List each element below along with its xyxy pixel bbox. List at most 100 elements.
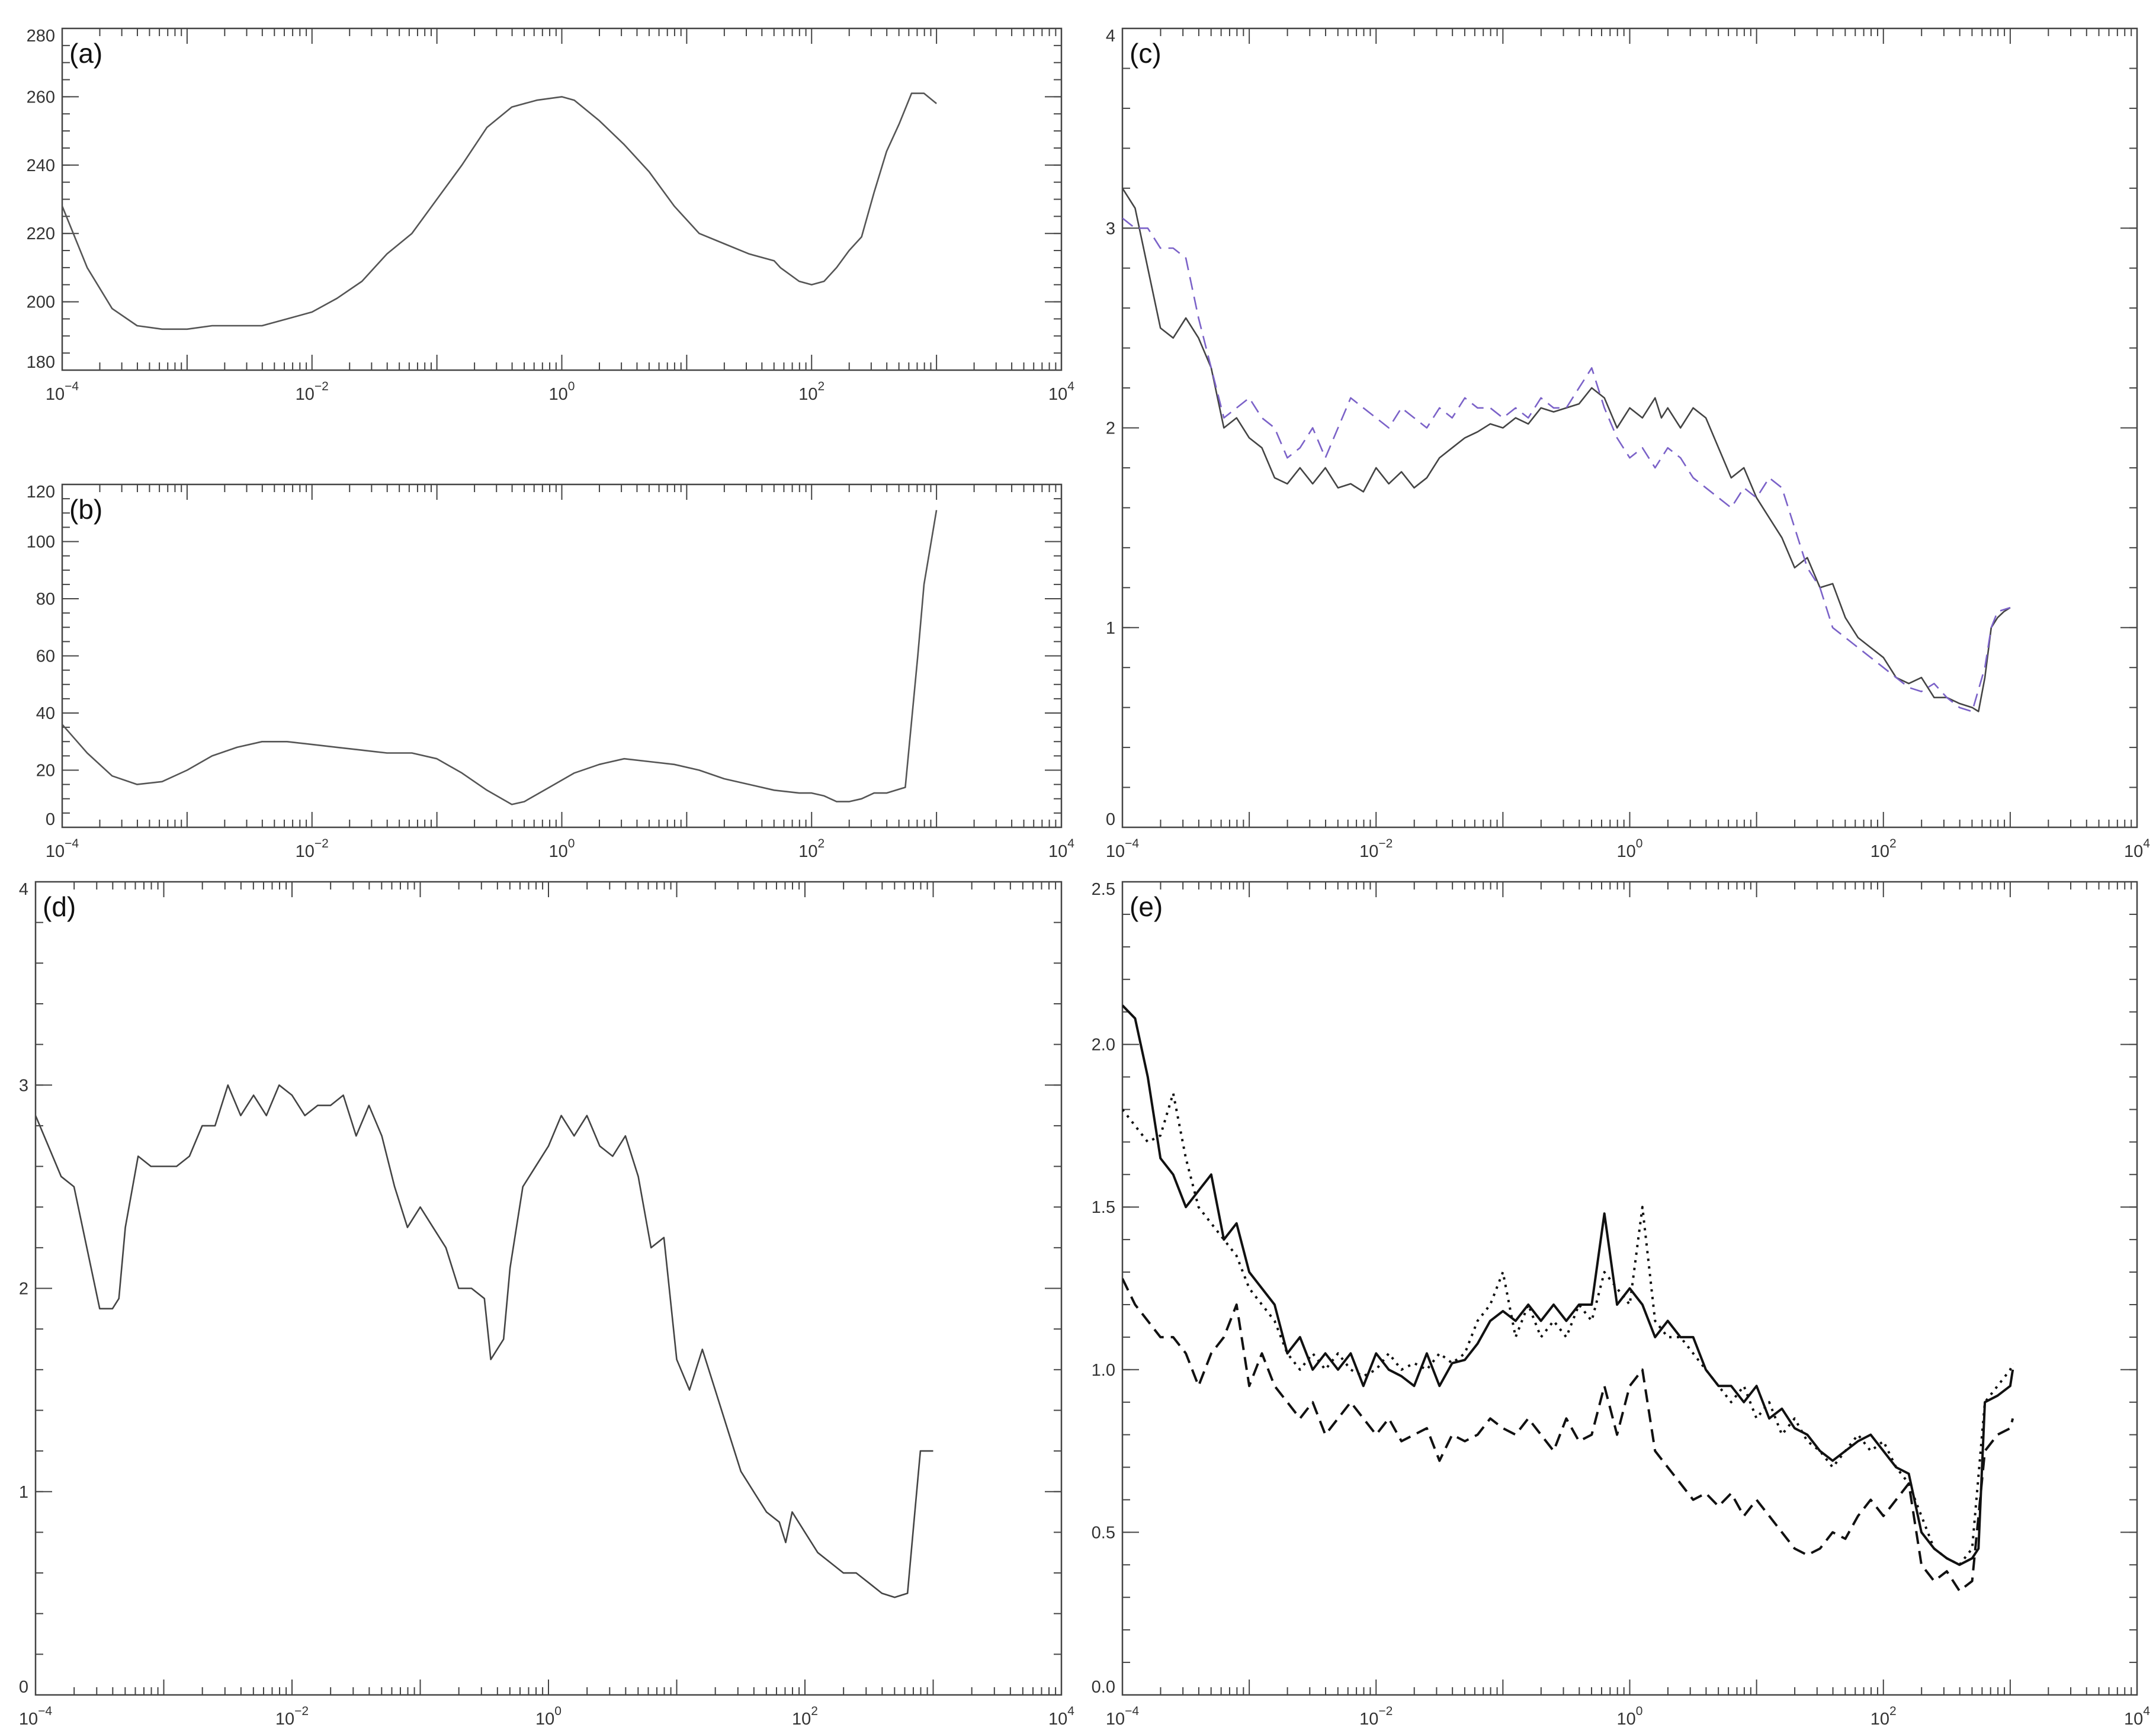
x-tick-label: 102: [1871, 837, 1897, 861]
x-tick-label-exponent: 4: [2143, 1704, 2150, 1718]
x-tick-label: 104: [1048, 1704, 1074, 1729]
panel-label: (e): [1130, 891, 1163, 922]
x-tick-label-base: 10: [2124, 1710, 2143, 1729]
x-tick-label-base: 10: [798, 385, 817, 404]
x-tick-label-exponent: 4: [1067, 380, 1074, 393]
y-tick-label: 2.5: [1092, 880, 1115, 899]
x-tick-label: 102: [798, 837, 824, 861]
y-tick-label: 1.0: [1092, 1361, 1115, 1380]
x-tick-label: 10−4: [1106, 1704, 1140, 1729]
x-tick-label-base: 10: [1106, 842, 1125, 861]
x-tick-label-base: 10: [296, 842, 315, 861]
x-tick-label-base: 10: [275, 1710, 294, 1729]
x-tick-label: 102: [798, 380, 824, 404]
y-tick-label: 100: [27, 533, 55, 552]
x-tick-label: 10−4: [19, 1704, 53, 1729]
x-tick-label-base: 10: [549, 842, 568, 861]
series-line-dotted: [1122, 1092, 2014, 1566]
y-tick-label: 40: [36, 704, 55, 723]
y-tick-label: 0: [46, 810, 55, 829]
x-tick-label: 104: [2124, 837, 2150, 861]
x-tick-label-base: 10: [1617, 1710, 1636, 1729]
x-tick-label-base: 10: [1048, 842, 1067, 861]
x-tick-label-exponent: 4: [1067, 837, 1074, 850]
x-tick-label: 10−2: [1359, 837, 1393, 861]
x-tick-label-exponent: −2: [1378, 1704, 1393, 1718]
x-tick-label-exponent: −2: [294, 1704, 309, 1718]
series-line-solid: [36, 1084, 933, 1598]
x-tick-label-base: 10: [1048, 1710, 1067, 1729]
y-tick-label: 3: [19, 1076, 28, 1095]
y-tick-label: 4: [19, 880, 28, 899]
y-tick-label: 180: [27, 353, 55, 372]
x-tick-label-exponent: −4: [1125, 837, 1139, 850]
x-tick-label-exponent: −4: [65, 380, 79, 393]
x-tick-label-base: 10: [2124, 842, 2143, 861]
x-tick-label: 102: [792, 1704, 818, 1729]
y-tick-label: 2.0: [1092, 1036, 1115, 1055]
y-tick-label: 0: [1106, 810, 1115, 829]
plot-frame: [1121, 27, 2138, 829]
y-tick-label: 200: [27, 293, 55, 312]
x-tick-label-exponent: 0: [568, 837, 575, 850]
y-tick-label: 1: [1106, 619, 1115, 638]
x-tick-label: 10−2: [275, 1704, 309, 1729]
panel-label: (c): [1130, 38, 1162, 69]
x-tick-label-exponent: 2: [1889, 837, 1897, 850]
y-tick-label: 220: [27, 224, 55, 243]
x-tick-label: 10−2: [296, 380, 329, 404]
x-tick-label-exponent: −2: [1378, 837, 1393, 850]
x-tick-label-base: 10: [535, 1710, 554, 1729]
x-tick-label-exponent: 0: [1636, 1704, 1643, 1718]
x-tick-label-base: 10: [19, 1710, 38, 1729]
x-tick-label: 100: [1617, 837, 1643, 861]
x-tick-label-exponent: −2: [315, 380, 329, 393]
y-tick-label: 4: [1106, 27, 1115, 46]
panel-label: (d): [43, 891, 76, 922]
x-tick-label: 10−2: [1359, 1704, 1393, 1729]
x-tick-label-exponent: 2: [811, 1704, 818, 1718]
x-tick-label: 10−2: [296, 837, 329, 861]
x-tick-label-base: 10: [798, 842, 817, 861]
x-tick-label-exponent: 0: [1636, 837, 1643, 850]
x-tick-label-base: 10: [46, 842, 65, 861]
x-tick-label-exponent: −4: [1125, 1704, 1139, 1718]
x-tick-label-base: 10: [792, 1710, 811, 1729]
x-tick-label-exponent: 0: [568, 380, 575, 393]
x-tick-label-exponent: −4: [38, 1704, 52, 1718]
plot-frame: [61, 27, 1063, 371]
y-tick-label: 120: [27, 483, 55, 502]
plot-frame: [61, 483, 1063, 829]
x-tick-label: 10−4: [46, 837, 79, 861]
x-tick-label-exponent: 0: [554, 1704, 562, 1718]
x-tick-label: 100: [535, 1704, 562, 1729]
y-tick-label: 2: [1106, 419, 1115, 438]
x-tick-label-exponent: 4: [1067, 1704, 1074, 1718]
x-tick-label: 104: [1048, 380, 1074, 404]
x-tick-label: 100: [549, 837, 575, 861]
x-tick-label: 10−4: [1106, 837, 1140, 861]
x-tick-label: 100: [549, 380, 575, 404]
x-tick-label-base: 10: [1106, 1710, 1125, 1729]
x-tick-label-exponent: −2: [315, 837, 329, 850]
x-tick-label-exponent: 2: [818, 380, 825, 393]
series-line-solid: [1122, 188, 2011, 712]
x-tick-label: 104: [1048, 837, 1074, 861]
x-tick-label: 10−4: [46, 380, 79, 404]
y-tick-label: 3: [1106, 219, 1115, 238]
series-line-solid: [62, 92, 937, 330]
y-tick-label: 0.0: [1092, 1678, 1115, 1697]
y-tick-label: 240: [27, 156, 55, 175]
x-tick-label-exponent: 2: [1889, 1704, 1897, 1718]
panel-label: (a): [69, 38, 102, 69]
x-tick-label: 100: [1617, 1704, 1643, 1729]
x-tick-label-base: 10: [46, 385, 65, 404]
panel-label: (b): [69, 494, 102, 525]
x-tick-label-base: 10: [1048, 385, 1067, 404]
x-tick-label-base: 10: [1871, 1710, 1889, 1729]
